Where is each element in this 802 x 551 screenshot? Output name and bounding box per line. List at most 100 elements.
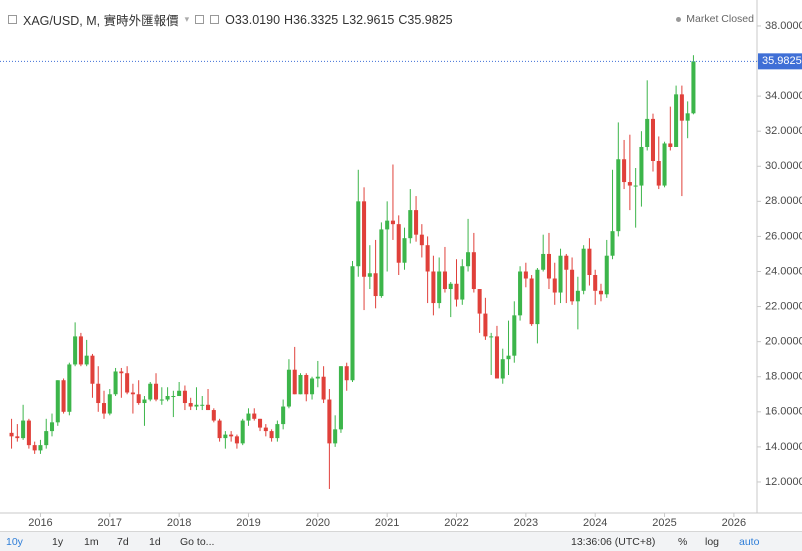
candle-body [414,210,419,235]
ohlc-value: 36.3325 [293,12,339,27]
candle-body [15,436,20,439]
candle-body [188,403,193,407]
last-price-box [758,53,802,70]
candle-body [616,159,621,232]
candle-body [73,336,78,365]
candle-body [679,94,684,121]
ohlc-value: 32.9615 [349,12,395,27]
icon[interactable] [210,15,220,24]
candle-body [269,431,274,439]
candle-body [206,404,211,411]
candle-body [431,271,436,304]
x-tick-label: 2024 [583,517,607,529]
candle-body [529,278,534,325]
last-price-label: 35.9825 [762,55,802,67]
market-status: Market Closed [676,13,754,25]
candle-body [119,371,124,374]
candle-body [96,383,101,404]
candle-body [142,399,147,404]
candle-body [315,376,320,379]
candle-body [575,290,580,302]
symbol-title[interactable]: XAG/USD, M, 實時外匯報價 [23,14,179,28]
candle-body [668,143,673,147]
icon[interactable] [8,15,17,24]
toolbar: 10y 1y 1m 7d 1d Go to... 13:36:06 (UTC+8)% log a… [0,531,802,551]
option-button[interactable]: log [705,536,720,548]
candle-body [177,390,182,397]
candle-body [90,355,95,384]
ohlc: O33.0190 H36.3325 L32.9615 C35.9825 [225,13,457,27]
candle-body [471,252,476,290]
chart: 12.0000 14.0000 16.0000 18.0000 20.0000 22.00… [0,0,802,529]
candle-body [44,431,49,446]
candle-body [165,396,170,400]
candle-body [9,432,14,437]
candle-body [633,185,638,187]
x-tick-label: 2021 [375,517,399,529]
option-button[interactable]: % [678,536,688,548]
candle-body [460,266,465,300]
candle-body [587,248,592,276]
x-tick-label: 2018 [167,517,191,529]
x-tick-label: 2016 [28,517,52,529]
candle-body [211,410,216,421]
candle-body [552,278,557,293]
candle-body [338,366,343,430]
candle-body [263,427,268,432]
candle-body [483,313,488,337]
candle-body [535,269,540,325]
candle-body [379,229,384,297]
candle-body [558,255,563,293]
ohlc-key: C [398,12,408,27]
candle-body [622,159,627,183]
y-tick-label: 22.0000 [765,300,802,312]
candle-body [246,413,251,421]
candle-body [252,413,257,419]
option-button[interactable]: auto [739,536,760,548]
ohlc-key: L [342,12,350,27]
x-tick-label: 2019 [236,517,260,529]
candle-body [136,394,141,404]
candle-body [373,273,378,297]
candle-body [182,390,187,404]
candle-body [385,220,390,230]
range-button[interactable]: 10y [6,536,23,548]
clock: 13:36:06 (UTC+8) [571,536,656,548]
range-button[interactable]: 7d [117,536,129,548]
candle-body [21,420,26,439]
y-tick-label: 12.0000 [765,476,802,488]
ohlc-key: O [225,12,235,27]
range-button[interactable]: 1d [149,536,161,548]
candle-body [200,404,205,406]
candle-body [691,61,696,114]
x-tick-label: 2020 [306,517,330,529]
candle-body [466,252,471,267]
candle-body [38,445,43,451]
candle-body [55,380,60,423]
dropdown[interactable]: ▾ [184,14,190,24]
candle-body [674,94,679,147]
candle-body [523,271,528,279]
candle-body [223,434,228,439]
range-button[interactable]: 1y [52,536,64,548]
candle-body [101,403,107,414]
candle-body [610,231,615,256]
y-tick-label: 28.0000 [765,195,802,207]
candle-body [240,420,245,444]
y-tick-label: 38.0000 [765,20,802,32]
candle-body [477,289,482,314]
candle-body [500,359,505,379]
goto-button[interactable]: Go to... [180,536,215,548]
range-button[interactable]: 1m [84,536,99,548]
candle-body [408,210,413,239]
candle-body [541,253,546,270]
candle-body [171,396,176,398]
candle-body [506,355,511,360]
icon[interactable] [195,15,205,24]
candle-body [258,418,263,428]
candle-body [662,143,667,186]
candle-body [489,336,494,338]
candle-body [321,376,326,400]
candle-body [598,290,603,295]
